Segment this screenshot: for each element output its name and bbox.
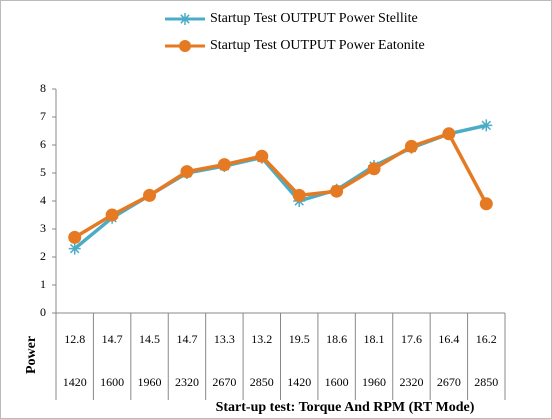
y-tick-label: 7	[40, 109, 46, 123]
point	[68, 242, 81, 255]
x-sub-tick-label: 2670	[212, 375, 236, 389]
point	[442, 127, 456, 141]
x-sub-tick-label: 1600	[100, 375, 124, 389]
point	[367, 162, 381, 176]
x-tick-label: 13.2	[251, 332, 272, 346]
x-sub-tick-label: 2670	[437, 375, 461, 389]
y-tick-label: 6	[40, 137, 46, 151]
x-tick-label: 14.5	[139, 332, 160, 346]
point	[255, 149, 269, 163]
x-sub-tick-label: 2320	[399, 375, 423, 389]
x-tick-label: 14.7	[176, 332, 197, 346]
y-tick-label: 2	[40, 249, 46, 263]
y-tick-label: 0	[40, 305, 46, 319]
point	[105, 208, 119, 222]
x-tick-label: 13.3	[214, 332, 235, 346]
point	[180, 165, 194, 179]
x-sub-tick-label: 1420	[63, 375, 87, 389]
y-tick-label: 4	[40, 193, 46, 207]
x-tick-label: 12.8	[64, 332, 85, 346]
point	[217, 158, 231, 172]
y-axis-title: Power	[24, 336, 39, 374]
x-tick-label: 16.2	[476, 332, 497, 346]
x-sub-tick-label: 2320	[175, 375, 199, 389]
x-tick-label: 17.6	[401, 332, 422, 346]
y-tick-label: 8	[40, 81, 46, 95]
x-tick-label: 19.5	[289, 332, 310, 346]
x-tick-label: 18.1	[364, 332, 385, 346]
x-tick-label: 14.7	[102, 332, 123, 346]
legend-label: Startup Test OUTPUT Power Eatonite	[210, 38, 425, 53]
legend-marker	[179, 13, 191, 25]
y-tick-label: 1	[40, 277, 46, 291]
point	[292, 188, 306, 202]
x-sub-tick-label: 1960	[138, 375, 162, 389]
x-sub-tick-label: 2850	[250, 375, 274, 389]
y-tick-label: 3	[40, 221, 46, 235]
y-tick-label: 5	[40, 165, 46, 179]
point	[143, 188, 157, 202]
point	[68, 230, 82, 244]
x-sub-tick-label: 1960	[362, 375, 386, 389]
x-tick-label: 18.6	[326, 332, 347, 346]
x-sub-tick-label: 2850	[474, 375, 498, 389]
series-line	[73, 132, 488, 239]
legend-label: Startup Test OUTPUT Power Stellite	[210, 11, 418, 26]
point	[330, 184, 344, 198]
legend-marker	[179, 40, 191, 52]
x-tick-label: 16.4	[438, 332, 459, 346]
x-sub-tick-label: 1600	[325, 375, 349, 389]
x-sub-tick-label: 1420	[287, 375, 311, 389]
point	[480, 119, 493, 132]
x-axis-title: Start-up test: Torque And RPM (RT Mode)	[216, 400, 475, 415]
point	[479, 197, 493, 211]
point	[404, 139, 418, 153]
